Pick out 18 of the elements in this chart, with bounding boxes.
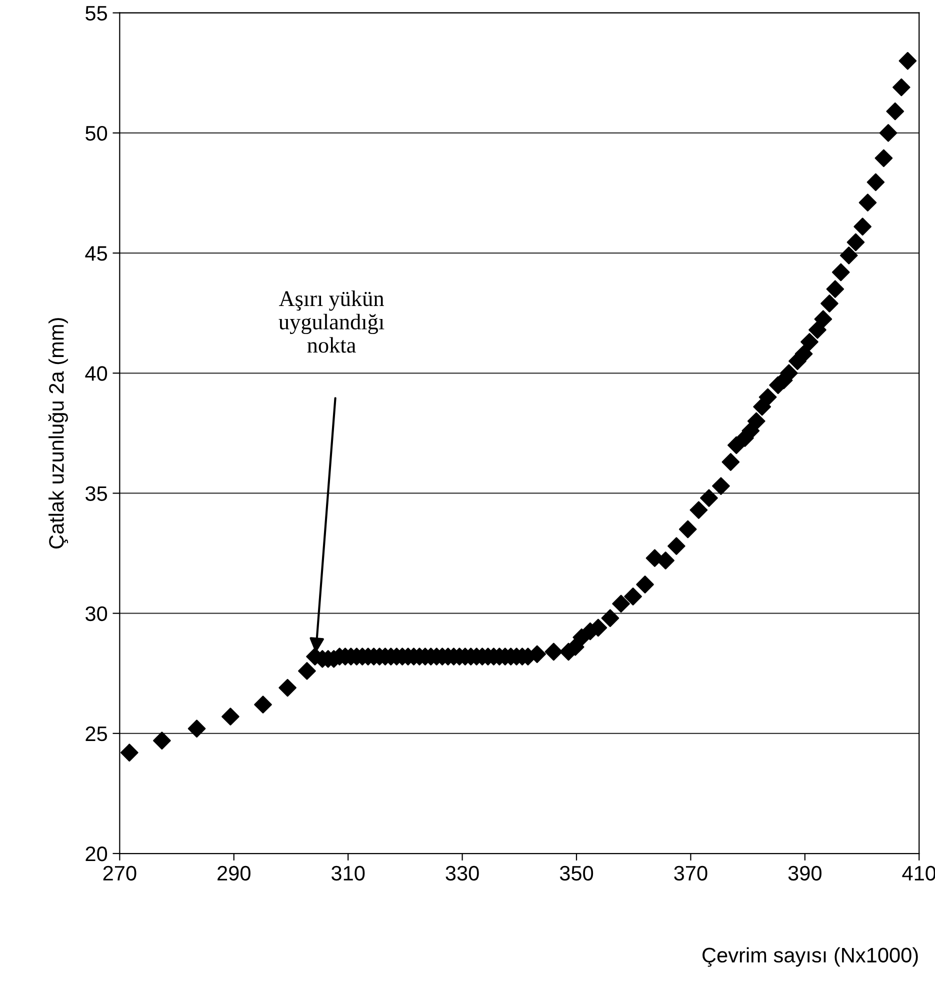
annotation: Aşırı yükün uygulandığı nokta	[278, 290, 384, 353]
y-tick-label: 40	[85, 366, 108, 381]
y-tick-label: 45	[85, 246, 108, 261]
y-tick-label: 50	[86, 126, 108, 141]
x-tick-label: 370	[674, 866, 708, 881]
y-tick-label: 20	[86, 846, 108, 862]
x-tick-label: 330	[446, 866, 479, 881]
x-tick-label: 350	[560, 866, 594, 881]
y-tick-label: 30	[86, 606, 108, 622]
y-tick-label: 35	[86, 486, 108, 501]
y-tick-label: 55	[86, 6, 108, 21]
x-tick-label: 390	[788, 866, 822, 881]
y-axis-title: Çatlak uzunluğu 2a (mm)	[48, 318, 68, 548]
x-tick-label: 310	[332, 866, 365, 881]
x-tick-label: 290	[218, 866, 250, 881]
x-tick-label: 270	[103, 866, 136, 881]
y-tick-label: 25	[86, 726, 108, 742]
x-axis-title: Çevrim sayısı (Nx1000)	[702, 947, 918, 967]
